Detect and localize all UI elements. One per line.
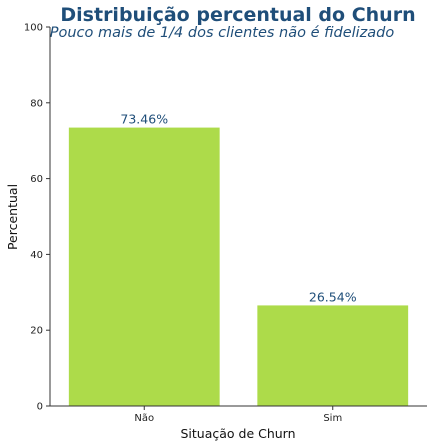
y-tick-label: 100 (24, 23, 43, 34)
chart-title: Distribuição percentual do Churn (60, 4, 415, 26)
y-tick-label: 20 (30, 326, 43, 337)
x-axis-title: Situação de Churn (180, 426, 295, 441)
y-axis-title: Percentual (5, 184, 20, 250)
plot-area: 0 20 40 60 80 100 73.46% Não 26.54% Sim (24, 23, 409, 424)
bar-data-label: 26.54% (309, 289, 357, 304)
y-tick-label: 0 (37, 402, 43, 413)
chart-subtitle: Pouco mais de 1/4 dos clientes não é fid… (50, 25, 395, 41)
bar-sim (257, 305, 409, 406)
bar-nao (68, 127, 220, 406)
bar-data-label: 73.46% (120, 112, 168, 127)
y-tick-label: 60 (30, 174, 43, 185)
y-tick-label: 80 (30, 98, 43, 109)
x-tick-label: Sim (323, 413, 342, 424)
y-tick-label: 40 (30, 250, 43, 261)
x-tick-label: Não (134, 413, 154, 424)
